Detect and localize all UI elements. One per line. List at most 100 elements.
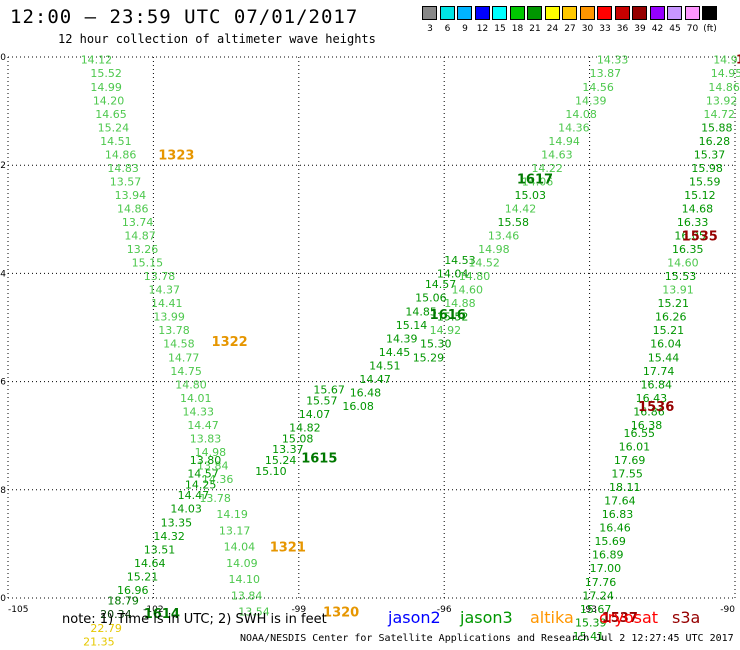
pass-time-label-partial: 1 [736, 53, 740, 67]
wave-height-value: 14.77 [168, 351, 200, 364]
wave-height-value: 14.68 [682, 202, 714, 215]
wave-height-value: 14.63 [541, 148, 573, 161]
wave-height-value: 13.26 [127, 243, 159, 256]
wave-height-value: 15.41 [573, 630, 605, 643]
wave-height-value: 15.24 [265, 454, 297, 467]
wave-height-value: 13.57 [110, 175, 142, 188]
credit-line: NOAA/NESDIS Center for Satellite Applica… [240, 633, 734, 644]
color-scale-label: 24 [546, 24, 559, 34]
wave-height-value: 14.88 [444, 297, 476, 310]
wave-height-value: 16.83 [602, 508, 634, 521]
wave-height-value: 14.87 [124, 230, 156, 243]
wave-height-value: 15.03 [514, 189, 546, 202]
wave-height-value: 15.21 [657, 297, 689, 310]
wave-height-value: 16.46 [599, 522, 631, 535]
satellite-cryosat-label: cryosat [599, 608, 659, 627]
color-scale-label: 12 [476, 24, 489, 34]
wave-height-value: 14.04 [437, 267, 469, 280]
wave-height-value: 14.83 [107, 162, 138, 175]
wave-height-value: 14.92 [430, 324, 462, 337]
lat-tick-label: -46 [0, 378, 6, 388]
color-scale-label: 15 [494, 24, 506, 34]
pass-time-label: 1615 [301, 451, 337, 466]
wave-height-value: 14.56 [582, 81, 614, 94]
lon-tick-label: -93 [582, 605, 597, 615]
wave-height-value: 16.04 [650, 338, 682, 351]
wave-height-value: 14.98 [195, 446, 227, 459]
wave-height-value: 14.72 [703, 108, 735, 121]
wave-height-value: 14.47 [178, 489, 210, 502]
color-scale-label: 33 [599, 24, 611, 34]
wave-height-value: 15.44 [648, 351, 680, 364]
wave-height-value: 17.24 [582, 589, 614, 602]
wave-height-value: 16.84 [640, 378, 672, 391]
color-scale-swatch [649, 6, 665, 20]
color-scale-label: 45 [669, 24, 681, 34]
wave-height-value: 21.35 [83, 635, 115, 648]
wave-height-value: 16.01 [619, 441, 651, 454]
wave-height-value: 14.06 [522, 175, 554, 188]
wave-height-value: 15.06 [415, 292, 447, 305]
wave-height-value: 14.75 [170, 365, 202, 378]
wave-height-value: 15.52 [437, 311, 469, 324]
wave-height-value: 15.29 [413, 351, 445, 364]
wave-height-value: 15.39 [575, 616, 607, 629]
wave-height-value: 16.38 [631, 419, 663, 432]
wave-height-value: 13.80 [190, 454, 222, 467]
wave-height-value: 20.34 [100, 608, 132, 621]
wave-height-value: 14.39 [386, 332, 418, 345]
wave-height-value: 13.92 [706, 94, 738, 107]
wave-height-value: 14.99 [90, 81, 122, 94]
wave-height-value: 14.93 [713, 54, 740, 67]
color-scale-label: 27 [564, 24, 576, 34]
wave-height-value: 13.74 [122, 216, 154, 229]
wave-height-value: 15.57 [306, 395, 338, 408]
lon-tick-label: -90 [720, 605, 735, 615]
wave-height-value: 13.87 [590, 67, 622, 80]
wave-height-value: 14.33 [182, 405, 214, 418]
wave-height-value: 14.03 [170, 503, 202, 516]
wave-height-value: 14.82 [289, 422, 321, 435]
satellite-s3a-label: s3a [672, 608, 701, 627]
wave-height-value: 13.37 [272, 443, 304, 456]
wave-height-value: 14.32 [153, 530, 185, 543]
wave-height-value: 15.98 [691, 162, 723, 175]
color-scale-label: 39 [634, 24, 646, 34]
color-scale-swatch [562, 6, 577, 20]
wave-height-value: 16.28 [699, 135, 731, 148]
pass-time-label: 1617 [517, 173, 553, 188]
lon-tick-label: -96 [437, 605, 452, 615]
wave-height-value: 15.30 [420, 338, 452, 351]
wave-height-value: 15.59 [689, 175, 721, 188]
wave-height-value: 14.86 [105, 148, 137, 161]
wave-height-value: 15.67 [313, 384, 345, 397]
satellite-altika-label: altika [530, 608, 574, 627]
wave-height-value: 13.83 [190, 432, 222, 445]
color-scale-swatch [684, 6, 700, 20]
wave-height-value: 14.47 [359, 373, 391, 386]
lat-tick-label: -50 [0, 594, 6, 604]
wave-height-value: 17.69 [614, 454, 646, 467]
pass-time-label: 1537 [602, 611, 638, 626]
color-scale-swatch [597, 6, 612, 20]
lon-tick-label: -105 [8, 605, 28, 615]
lat-tick-label: -42 [0, 161, 6, 171]
wave-height-value: 14.80 [459, 270, 491, 283]
wave-height-value: 15.08 [282, 432, 314, 445]
wave-height-value: 14.64 [134, 557, 166, 570]
wave-height-value: 14.22 [531, 162, 563, 175]
color-scale-swatch [667, 6, 682, 20]
wave-height-value: 14.04 [224, 541, 256, 554]
wave-height-value: 18.11 [609, 481, 641, 494]
wave-height-value: 14.80 [175, 378, 207, 391]
wave-height-value: 14.36 [202, 473, 234, 486]
color-scale-swatch [527, 6, 542, 20]
color-scale-swatch [509, 6, 525, 20]
wave-height-value: 15.37 [694, 148, 726, 161]
lat-tick-label: -40 [0, 53, 6, 63]
wave-height-value: 15.21 [653, 324, 685, 337]
pass-time-label: 1614 [144, 607, 180, 622]
color-scale-swatch [422, 6, 437, 20]
wave-height-value: 16.05 [674, 230, 706, 243]
color-scale-label: 3 [427, 24, 433, 34]
